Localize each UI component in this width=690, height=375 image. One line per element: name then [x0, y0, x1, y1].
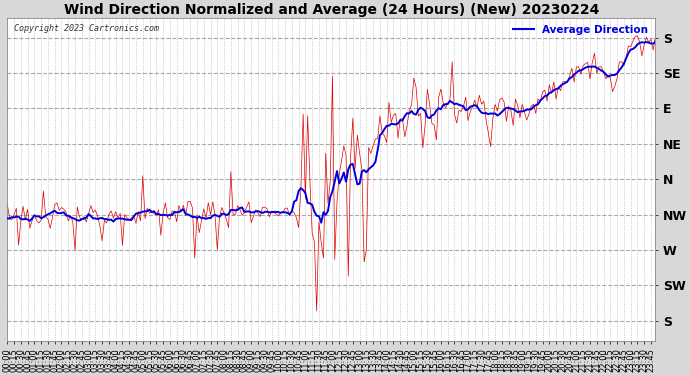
Text: Copyright 2023 Cartronics.com: Copyright 2023 Cartronics.com: [14, 24, 159, 33]
Legend: Average Direction: Average Direction: [511, 23, 650, 38]
Title: Wind Direction Normalized and Average (24 Hours) (New) 20230224: Wind Direction Normalized and Average (2…: [63, 3, 599, 17]
